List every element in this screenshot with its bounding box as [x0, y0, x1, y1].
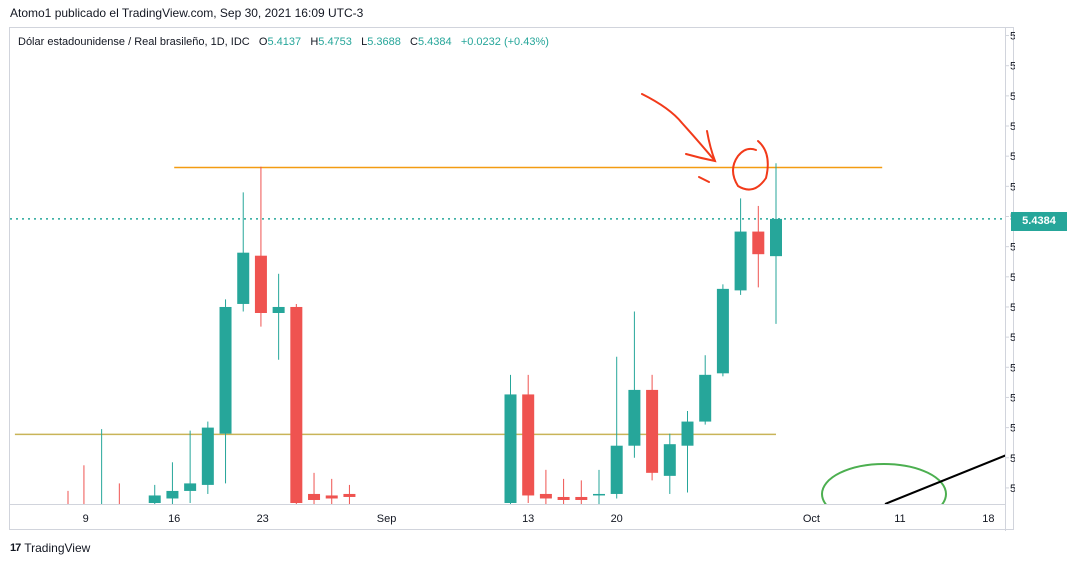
- legend-high-value: 5.4753: [318, 36, 352, 48]
- candle-body: [325, 495, 338, 499]
- chart-frame[interactable]: 5.56005.54005.52005.50005.48005.46005.44…: [9, 27, 1015, 531]
- candle-body: [237, 252, 250, 304]
- candle-body: [663, 444, 676, 476]
- legend-open-label: O: [258, 36, 268, 48]
- y-tick-label: 5.3400: [1010, 362, 1015, 374]
- candle-body: [201, 427, 214, 485]
- candle-body: [522, 394, 535, 496]
- y-tick-label: 5.5600: [1010, 31, 1015, 43]
- candle-body: [593, 493, 605, 496]
- red-tick-mark: [698, 176, 710, 183]
- legend-open-value: 5.4137: [267, 36, 302, 48]
- x-tick-label: 20: [611, 513, 623, 525]
- tradingview-logo-icon: 17: [10, 542, 21, 554]
- candle-body: [62, 512, 74, 514]
- y-tick-label: 5.3800: [1010, 302, 1015, 314]
- footer-brand: TradingView: [24, 541, 91, 555]
- legend-symbol: Dólar estadounidense / Real brasileño, 1…: [18, 36, 250, 48]
- x-tick-label: Sep: [377, 513, 397, 525]
- candle-body: [699, 374, 712, 422]
- candle-body: [272, 306, 285, 313]
- y-tick-label: 5.2800: [1010, 453, 1015, 465]
- legend-change: +0.0232 (+0.43%): [460, 36, 549, 48]
- candle-body: [290, 306, 303, 503]
- y-tick-label: 5.2600: [1010, 483, 1015, 495]
- candle-body: [716, 288, 729, 374]
- legend-low-value: 5.3688: [367, 36, 401, 48]
- candle-body: [96, 518, 108, 521]
- candle-body: [308, 493, 321, 500]
- candle-body: [646, 389, 659, 473]
- candle-body: [113, 511, 125, 514]
- y-tick-label: 5.4000: [1010, 272, 1015, 284]
- y-tick-label: 5.4200: [1010, 242, 1015, 254]
- x-tick-label: 9: [83, 513, 89, 525]
- legend-low-label: L: [361, 36, 368, 48]
- candle-body: [681, 421, 694, 446]
- green-ellipse-annotation: [821, 463, 947, 504]
- candle-body: [734, 231, 747, 291]
- candle-body: [752, 231, 765, 255]
- y-tick-label: 5.5200: [1010, 91, 1015, 103]
- y-tick-label: 5.5400: [1010, 61, 1015, 73]
- y-tick-label: 5.3600: [1010, 332, 1015, 344]
- x-tick-label: 11: [894, 513, 905, 525]
- candle-body: [219, 306, 232, 434]
- publisher-header: Atomo1 publicado el TradingView.com, Sep…: [10, 6, 364, 20]
- candle-body: [148, 495, 161, 503]
- symbol-legend: Dólar estadounidense / Real brasileño, 1…: [18, 36, 549, 48]
- x-tick-label: 23: [257, 513, 269, 525]
- candlestick-chart[interactable]: 5.56005.54005.52005.50005.48005.46005.44…: [10, 28, 1015, 531]
- legend-high-label: H: [310, 36, 319, 48]
- candle-body: [557, 496, 570, 500]
- x-tick-label: 16: [168, 513, 180, 525]
- black-trend-line: [884, 454, 1005, 504]
- x-tick-label: 18: [982, 513, 994, 525]
- candle-body: [539, 493, 552, 499]
- candle-body: [770, 218, 782, 257]
- candle-body: [575, 496, 588, 500]
- candle-body: [504, 394, 517, 503]
- x-tick-label: 13: [522, 513, 534, 525]
- red-arrowhead: [685, 130, 717, 163]
- y-tick-label: 5.4600: [1010, 181, 1015, 193]
- last-price-tag: 5.4384: [1011, 212, 1067, 231]
- footer: 17 TradingView: [10, 541, 90, 555]
- y-tick-label: 5.4800: [1010, 151, 1015, 163]
- x-tick-label: Oct: [803, 513, 820, 525]
- candle-body: [184, 483, 197, 491]
- legend-close-value: 5.4384: [418, 36, 452, 48]
- legend-close-label: C: [410, 36, 418, 48]
- y-tick-label: 5.5000: [1010, 121, 1015, 133]
- red-arrow-stroke: [641, 93, 716, 162]
- y-tick-label: 5.3000: [1010, 423, 1015, 435]
- candle-body: [166, 490, 179, 499]
- candle-body: [343, 493, 356, 497]
- plot-area: [10, 93, 1005, 521]
- candle-body: [628, 389, 641, 446]
- candle-body: [254, 255, 267, 313]
- red-circle-annotation: [732, 140, 769, 191]
- candle-body: [610, 445, 623, 494]
- y-tick-label: 5.3200: [1010, 392, 1015, 404]
